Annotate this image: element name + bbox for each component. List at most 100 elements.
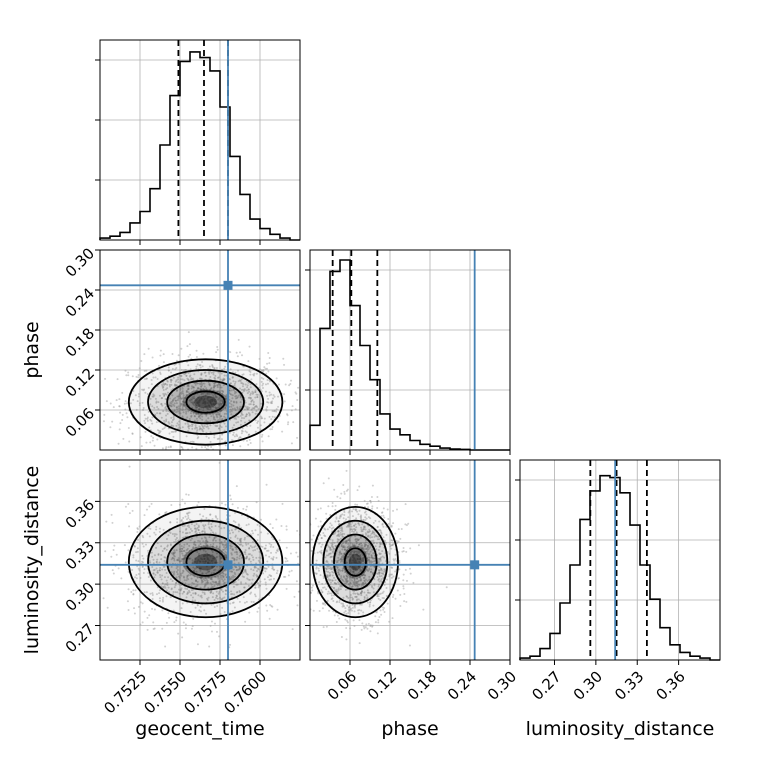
sample-point — [231, 426, 234, 429]
sample-point — [230, 552, 233, 555]
sample-point — [191, 625, 194, 628]
sample-point — [158, 368, 161, 371]
sample-point — [116, 378, 119, 381]
sample-point — [215, 630, 218, 633]
sample-point — [372, 542, 375, 545]
sample-point — [186, 592, 189, 595]
sample-point — [344, 542, 347, 545]
sample-point — [359, 576, 362, 579]
sample-point — [357, 580, 360, 583]
sample-point — [244, 383, 247, 386]
sample-point — [321, 602, 324, 605]
sample-point — [276, 550, 279, 553]
sample-point — [234, 580, 237, 583]
sample-point — [223, 581, 226, 584]
sample-point — [247, 388, 250, 391]
sample-point — [166, 379, 169, 382]
sample-point — [133, 544, 136, 547]
sample-point — [340, 575, 343, 578]
sample-point — [165, 538, 168, 541]
sample-point — [196, 550, 199, 553]
sample-point — [184, 408, 187, 411]
sample-point — [140, 360, 143, 363]
sample-point — [378, 571, 381, 574]
sample-point — [315, 572, 318, 575]
sample-point — [322, 482, 325, 485]
sample-point — [189, 574, 192, 577]
sample-point — [187, 429, 190, 432]
sample-point — [236, 406, 239, 409]
sample-point — [197, 501, 200, 504]
sample-point — [200, 373, 203, 376]
sample-point — [195, 413, 198, 416]
sample-point — [252, 391, 255, 394]
sample-point — [141, 534, 144, 537]
sample-point — [362, 582, 365, 585]
sample-point — [238, 379, 241, 382]
sample-point — [254, 565, 257, 568]
sample-point — [371, 530, 374, 533]
sample-point — [277, 395, 280, 398]
sample-point — [357, 552, 360, 555]
sample-point — [164, 447, 167, 450]
sample-point — [359, 603, 362, 606]
sample-point — [363, 525, 366, 528]
sample-point — [340, 558, 343, 561]
sample-point — [353, 578, 356, 581]
sample-point — [338, 617, 341, 620]
sample-point — [268, 394, 271, 397]
sample-point — [212, 538, 215, 541]
sample-point — [273, 568, 276, 571]
sample-point — [248, 578, 251, 581]
sample-point — [291, 628, 294, 631]
sample-point — [201, 418, 204, 421]
sample-point — [180, 607, 183, 610]
sample-point — [360, 609, 363, 612]
sample-point — [233, 558, 236, 561]
sample-point — [366, 531, 369, 534]
sample-point — [192, 546, 195, 549]
sample-point — [351, 576, 354, 579]
sample-point — [403, 593, 406, 596]
sample-point — [172, 376, 175, 379]
sample-point — [363, 511, 366, 514]
sample-point — [351, 585, 354, 588]
sample-point — [353, 551, 356, 554]
sample-point — [195, 406, 198, 409]
sample-point — [376, 507, 379, 510]
sample-point — [183, 401, 186, 404]
sample-point — [198, 425, 201, 428]
sample-point — [254, 586, 257, 589]
sample-point — [113, 544, 116, 547]
sample-point — [163, 556, 166, 559]
sample-point — [199, 576, 202, 579]
sample-point — [193, 557, 196, 560]
sample-point — [325, 549, 328, 552]
sample-point — [372, 557, 375, 560]
sample-point — [235, 433, 238, 436]
sample-point — [288, 384, 291, 387]
sample-point — [161, 568, 164, 571]
sample-point — [391, 544, 394, 547]
sample-point — [220, 404, 223, 407]
sample-point — [259, 518, 262, 521]
sample-point — [348, 553, 351, 556]
sample-point — [373, 531, 376, 534]
sample-point — [188, 591, 191, 594]
sample-point — [239, 379, 242, 382]
sample-point — [348, 560, 351, 563]
sample-point — [338, 573, 341, 576]
sample-point — [236, 553, 239, 556]
sample-point — [337, 520, 340, 523]
sample-point — [175, 406, 178, 409]
sample-point — [158, 431, 161, 434]
sample-point — [361, 560, 364, 563]
sample-point — [251, 529, 254, 532]
sample-point — [200, 576, 203, 579]
sample-point — [151, 439, 154, 442]
sample-point — [211, 566, 214, 569]
sample-point — [222, 543, 225, 546]
sample-point — [350, 528, 353, 531]
contour-line — [127, 358, 284, 446]
sample-point — [358, 551, 361, 554]
